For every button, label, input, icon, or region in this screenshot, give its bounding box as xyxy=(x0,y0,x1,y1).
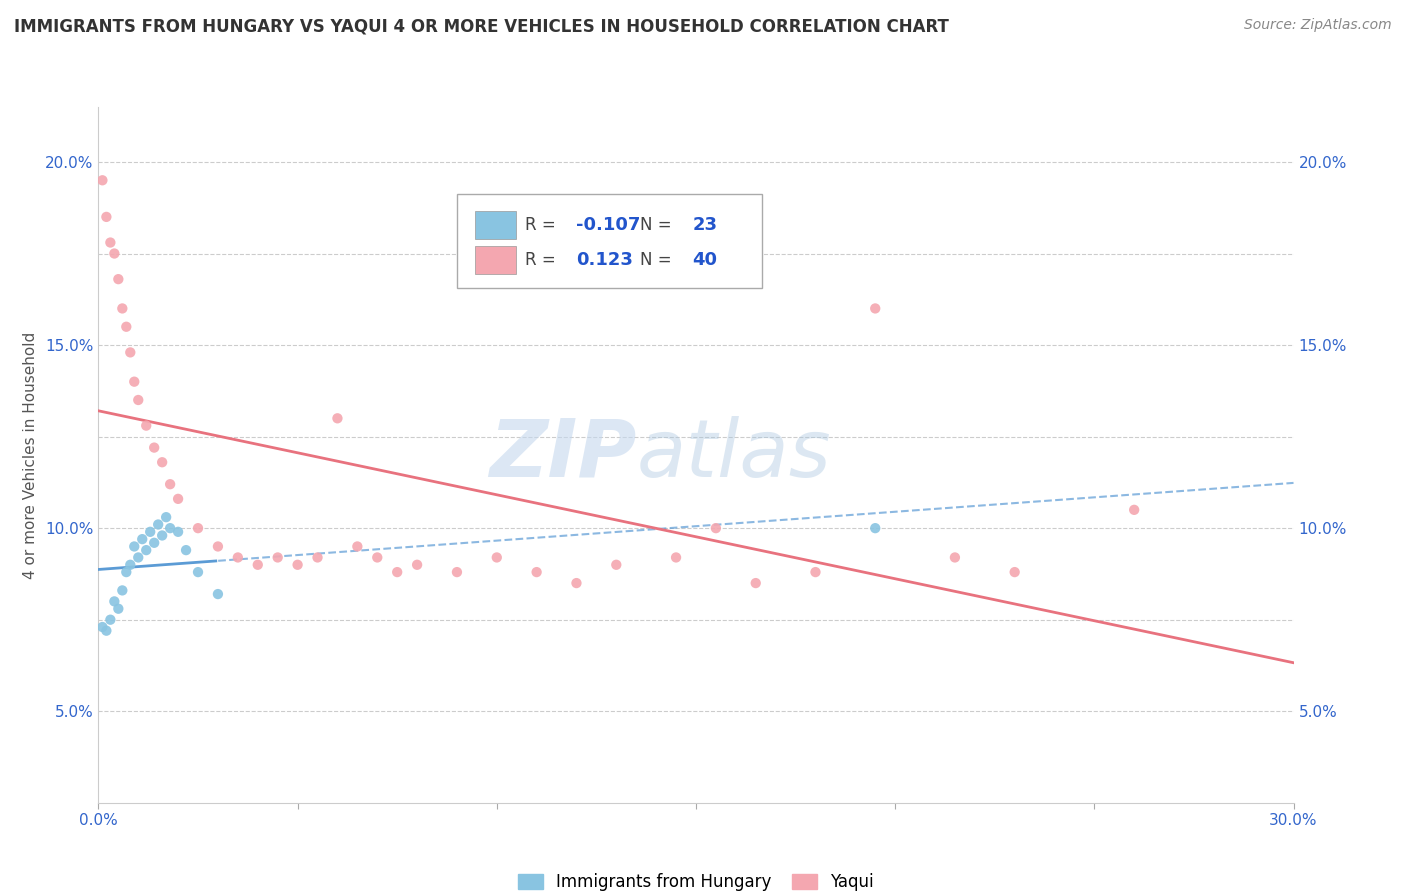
FancyBboxPatch shape xyxy=(475,211,516,239)
Text: 0.123: 0.123 xyxy=(576,252,633,269)
Point xyxy=(863,521,887,535)
Point xyxy=(246,558,269,572)
Point xyxy=(207,587,229,601)
Point xyxy=(96,624,118,638)
Point xyxy=(863,301,887,316)
Point xyxy=(148,517,170,532)
Point xyxy=(406,558,429,572)
FancyBboxPatch shape xyxy=(475,246,516,274)
Point xyxy=(307,550,329,565)
Point xyxy=(565,576,588,591)
Point xyxy=(135,418,157,433)
Y-axis label: 4 or more Vehicles in Household: 4 or more Vehicles in Household xyxy=(24,331,38,579)
Point xyxy=(107,601,129,615)
Point xyxy=(804,565,827,579)
Point xyxy=(100,613,122,627)
Point xyxy=(704,521,727,535)
Point xyxy=(150,528,173,542)
Text: IMMIGRANTS FROM HUNGARY VS YAQUI 4 OR MORE VEHICLES IN HOUSEHOLD CORRELATION CHA: IMMIGRANTS FROM HUNGARY VS YAQUI 4 OR MO… xyxy=(14,18,949,36)
Point xyxy=(159,477,181,491)
Point xyxy=(135,543,157,558)
Point xyxy=(665,550,688,565)
Point xyxy=(131,532,153,546)
Point xyxy=(526,565,548,579)
Point xyxy=(745,576,768,591)
Point xyxy=(159,521,181,535)
Point xyxy=(485,550,508,565)
Point xyxy=(143,536,166,550)
Text: ZIP: ZIP xyxy=(489,416,637,494)
Point xyxy=(1123,503,1146,517)
Point xyxy=(91,173,114,187)
Point xyxy=(385,565,409,579)
Point xyxy=(446,565,468,579)
Point xyxy=(127,392,149,407)
Text: R =: R = xyxy=(524,217,561,235)
Point xyxy=(366,550,388,565)
Point xyxy=(124,375,146,389)
Point xyxy=(96,210,118,224)
Text: Source: ZipAtlas.com: Source: ZipAtlas.com xyxy=(1244,18,1392,32)
Point xyxy=(143,441,166,455)
Point xyxy=(120,345,142,359)
Point xyxy=(605,558,627,572)
Text: R =: R = xyxy=(524,252,561,269)
Point xyxy=(150,455,173,469)
Point xyxy=(287,558,309,572)
Legend: Immigrants from Hungary, Yaqui: Immigrants from Hungary, Yaqui xyxy=(512,867,880,892)
Point xyxy=(127,550,149,565)
Point xyxy=(124,540,146,554)
Point xyxy=(1004,565,1026,579)
Point xyxy=(100,235,122,250)
Point xyxy=(91,620,114,634)
Point xyxy=(120,558,142,572)
Point xyxy=(167,524,190,539)
Point xyxy=(139,524,162,539)
Point xyxy=(226,550,249,565)
Point xyxy=(187,521,209,535)
Point xyxy=(107,272,129,286)
Text: N =: N = xyxy=(640,252,676,269)
Point xyxy=(111,583,134,598)
Point xyxy=(103,246,125,260)
Point xyxy=(115,319,138,334)
Point xyxy=(103,594,125,608)
Point xyxy=(943,550,966,565)
Point xyxy=(115,565,138,579)
Point xyxy=(267,550,290,565)
Text: N =: N = xyxy=(640,217,676,235)
Point xyxy=(346,540,368,554)
Point xyxy=(207,540,229,554)
Point xyxy=(187,565,209,579)
Point xyxy=(167,491,190,506)
Text: 23: 23 xyxy=(692,217,717,235)
Point xyxy=(326,411,349,425)
Point xyxy=(155,510,177,524)
Point xyxy=(111,301,134,316)
Point xyxy=(174,543,197,558)
Text: atlas: atlas xyxy=(637,416,831,494)
Text: 40: 40 xyxy=(692,252,717,269)
Text: -0.107: -0.107 xyxy=(576,217,641,235)
FancyBboxPatch shape xyxy=(457,194,762,288)
